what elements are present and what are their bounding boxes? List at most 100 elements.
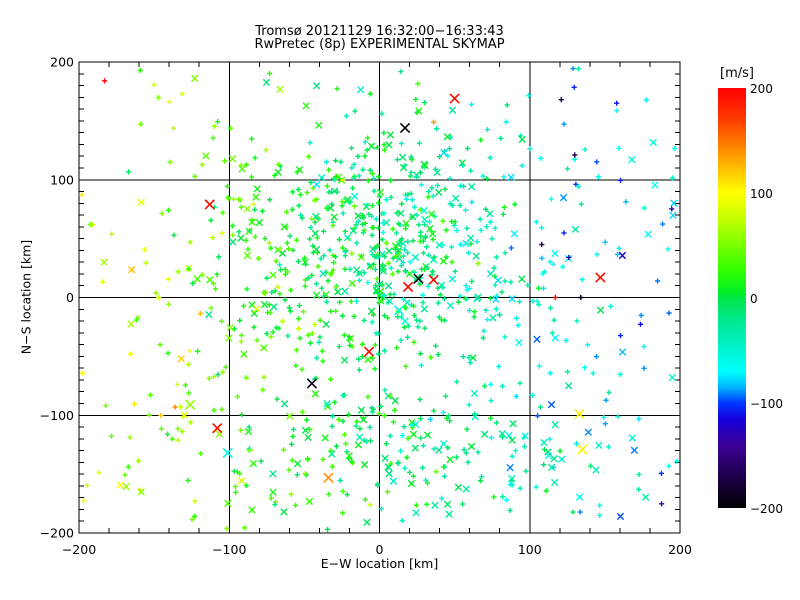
data-point-marker bbox=[570, 65, 576, 72]
data-point-marker bbox=[418, 435, 424, 441]
data-point-marker bbox=[544, 448, 552, 456]
data-point-marker bbox=[411, 420, 420, 429]
data-point-marker bbox=[509, 453, 515, 459]
data-point-marker bbox=[343, 113, 350, 119]
data-point-marker bbox=[354, 419, 360, 425]
data-point-marker bbox=[617, 332, 624, 339]
data-point-marker bbox=[323, 472, 334, 483]
data-point-marker bbox=[408, 190, 414, 197]
data-point-marker bbox=[384, 282, 393, 290]
data-point-marker bbox=[312, 291, 321, 299]
data-point-marker bbox=[475, 260, 481, 267]
data-point-marker bbox=[79, 370, 86, 376]
data-point-marker bbox=[367, 502, 373, 508]
data-point-marker bbox=[402, 247, 408, 253]
data-point-marker bbox=[643, 97, 649, 103]
data-point-marker bbox=[312, 245, 321, 254]
data-point-marker bbox=[415, 81, 421, 87]
data-point-marker bbox=[166, 99, 173, 105]
data-point-marker bbox=[407, 479, 416, 488]
data-point-marker bbox=[636, 416, 642, 422]
data-point-marker bbox=[255, 255, 262, 262]
data-point-marker bbox=[116, 481, 124, 489]
data-point-marker bbox=[399, 122, 411, 134]
data-point-marker bbox=[464, 426, 470, 432]
data-point-marker bbox=[143, 260, 149, 266]
data-point-marker bbox=[561, 121, 567, 127]
data-point-marker bbox=[431, 408, 437, 414]
data-point-marker bbox=[484, 316, 491, 323]
data-point-marker bbox=[287, 233, 293, 239]
data-point-marker bbox=[570, 509, 576, 515]
data-point-marker bbox=[503, 497, 509, 503]
data-point-marker bbox=[199, 272, 205, 278]
data-point-marker bbox=[230, 232, 236, 238]
data-point-marker bbox=[369, 171, 375, 177]
data-point-marker bbox=[166, 301, 172, 307]
data-point-marker bbox=[584, 428, 593, 436]
data-point-marker bbox=[343, 248, 349, 254]
data-point-marker bbox=[573, 440, 580, 447]
data-point-marker bbox=[255, 218, 264, 227]
data-point-marker bbox=[350, 192, 359, 201]
data-point-marker bbox=[513, 393, 519, 400]
data-point-marker bbox=[362, 139, 368, 145]
data-point-marker bbox=[270, 303, 278, 311]
data-point-marker bbox=[550, 478, 559, 487]
colorbar-gradient bbox=[718, 88, 746, 508]
data-point-marker bbox=[311, 229, 320, 238]
data-point-marker bbox=[233, 489, 239, 495]
data-point-marker bbox=[484, 176, 490, 182]
data-point-marker bbox=[518, 135, 526, 144]
data-point-marker bbox=[230, 196, 237, 202]
data-point-marker bbox=[409, 422, 415, 428]
data-point-marker bbox=[512, 448, 519, 454]
data-point-marker bbox=[372, 366, 378, 372]
data-point-marker bbox=[636, 471, 642, 478]
data-point-marker bbox=[310, 185, 316, 191]
data-point-marker bbox=[466, 307, 473, 314]
data-point-marker bbox=[508, 295, 516, 303]
data-point-marker bbox=[448, 275, 456, 283]
data-point-marker bbox=[658, 470, 665, 476]
data-point-marker bbox=[552, 294, 558, 301]
data-point-marker bbox=[274, 168, 282, 176]
data-point-marker bbox=[412, 509, 420, 517]
data-point-marker bbox=[302, 277, 308, 283]
data-point-marker bbox=[415, 324, 421, 330]
data-point-marker bbox=[165, 207, 172, 213]
data-point-marker bbox=[96, 469, 102, 476]
data-point-marker bbox=[122, 482, 130, 491]
data-point-marker bbox=[304, 417, 310, 423]
data-point-marker bbox=[381, 147, 388, 153]
data-point-marker bbox=[384, 489, 391, 495]
data-point-marker bbox=[410, 238, 416, 244]
data-point-marker bbox=[398, 262, 404, 269]
data-point-marker bbox=[597, 512, 603, 519]
data-point-marker bbox=[422, 325, 428, 331]
data-point-marker bbox=[364, 202, 370, 208]
data-point-marker bbox=[308, 216, 315, 222]
data-point-marker bbox=[370, 406, 377, 412]
data-point-marker bbox=[365, 135, 371, 141]
data-point-marker bbox=[670, 199, 678, 207]
data-point-marker bbox=[363, 518, 371, 526]
data-point-marker bbox=[380, 262, 386, 268]
data-point-marker bbox=[584, 342, 591, 348]
data-point-marker bbox=[516, 299, 523, 305]
data-point-marker bbox=[440, 409, 446, 416]
data-point-marker bbox=[601, 414, 607, 420]
data-point-marker bbox=[427, 210, 436, 218]
data-point-marker bbox=[243, 162, 249, 168]
data-point-marker bbox=[206, 276, 214, 284]
data-point-marker bbox=[547, 370, 553, 376]
data-point-marker bbox=[137, 67, 143, 74]
data-point-marker bbox=[325, 278, 331, 284]
data-point-marker bbox=[307, 426, 313, 433]
data-point-marker bbox=[541, 462, 547, 468]
data-point-marker bbox=[668, 373, 677, 382]
data-point-marker bbox=[592, 466, 600, 474]
data-point-marker bbox=[353, 222, 359, 228]
data-point-marker bbox=[276, 85, 284, 93]
data-point-marker bbox=[295, 166, 304, 174]
